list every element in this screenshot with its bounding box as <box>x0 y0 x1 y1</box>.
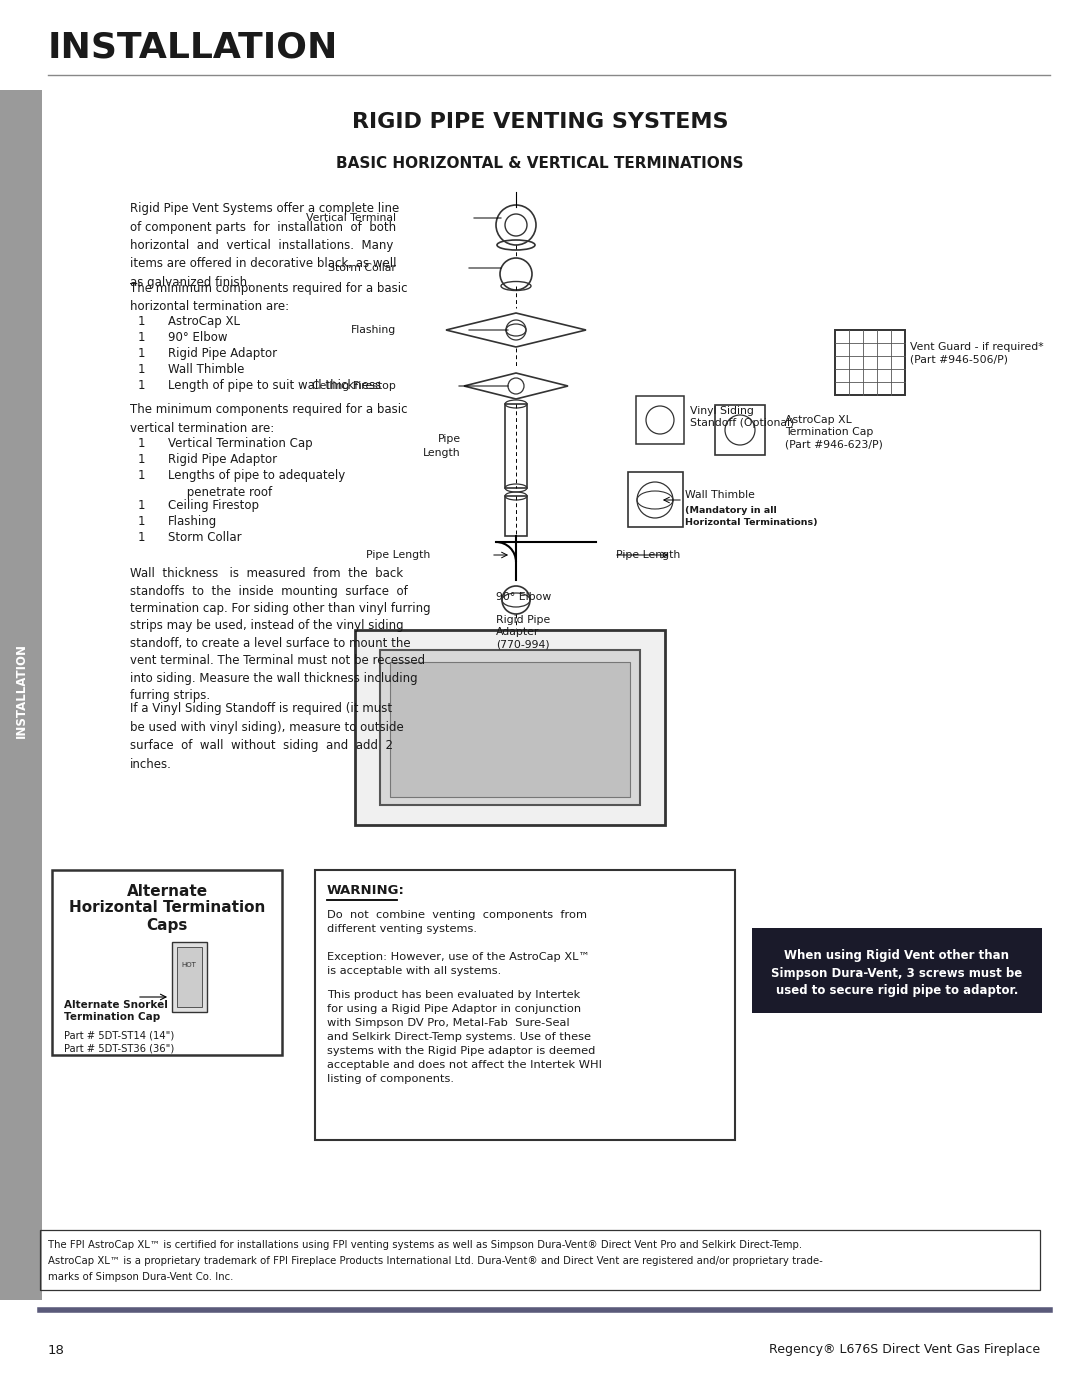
Text: AstroCap XL
Termination Cap
(Part #946-623/P): AstroCap XL Termination Cap (Part #946-6… <box>785 415 882 450</box>
Text: Horizontal Termination: Horizontal Termination <box>69 900 266 915</box>
Bar <box>835 330 905 395</box>
Text: 90° Elbow: 90° Elbow <box>168 331 228 344</box>
Text: 1: 1 <box>138 346 146 360</box>
Text: Ceiling Firestop: Ceiling Firestop <box>312 381 396 391</box>
Bar <box>40 1229 1040 1289</box>
Bar <box>172 942 207 1011</box>
Text: marks of Simpson Dura-Vent Co. Inc.: marks of Simpson Dura-Vent Co. Inc. <box>48 1273 233 1282</box>
Bar <box>315 870 735 1140</box>
Text: BASIC HORIZONTAL & VERTICAL TERMINATIONS: BASIC HORIZONTAL & VERTICAL TERMINATIONS <box>336 155 744 170</box>
Text: 1: 1 <box>138 379 146 393</box>
Text: Vertical Termination Cap: Vertical Termination Cap <box>168 437 312 450</box>
Text: Pipe Length: Pipe Length <box>366 550 430 560</box>
Text: Pipe Length: Pipe Length <box>616 550 680 560</box>
Bar <box>177 947 202 1007</box>
Text: Do  not  combine  venting  components  from
different venting systems.: Do not combine venting components from d… <box>327 909 588 935</box>
Text: Ceiling Firestop: Ceiling Firestop <box>168 499 259 511</box>
Text: WARNING:: WARNING: <box>327 884 405 897</box>
Text: 18: 18 <box>48 1344 65 1356</box>
Bar <box>0 89 42 1301</box>
Text: The minimum components required for a basic
vertical termination are:: The minimum components required for a ba… <box>130 402 407 434</box>
Bar <box>52 870 282 1055</box>
Text: Rigid Pipe Vent Systems offer a complete line
of component parts  for  installat: Rigid Pipe Vent Systems offer a complete… <box>130 203 400 289</box>
Text: Wall Thimble: Wall Thimble <box>685 490 755 500</box>
Text: Exception: However, use of the AstroCap XL™
is acceptable with all systems.: Exception: However, use of the AstroCap … <box>327 951 590 977</box>
Text: 1: 1 <box>138 437 146 450</box>
Text: Rigid Pipe Adaptor: Rigid Pipe Adaptor <box>168 346 278 360</box>
Text: Wall Thimble: Wall Thimble <box>168 363 244 376</box>
Bar <box>636 395 684 444</box>
Text: RIGID PIPE VENTING SYSTEMS: RIGID PIPE VENTING SYSTEMS <box>352 112 728 131</box>
Text: (Mandatory in all: (Mandatory in all <box>685 506 777 515</box>
Text: 90° Elbow: 90° Elbow <box>496 592 551 602</box>
Text: Regency® L676S Direct Vent Gas Fireplace: Regency® L676S Direct Vent Gas Fireplace <box>769 1344 1040 1356</box>
Text: Storm Collar: Storm Collar <box>168 531 242 543</box>
Text: Rigid Pipe Adaptor: Rigid Pipe Adaptor <box>168 453 278 467</box>
Text: 1: 1 <box>138 499 146 511</box>
Text: 1: 1 <box>138 469 146 482</box>
Text: INSTALLATION: INSTALLATION <box>14 643 27 738</box>
Text: Flashing: Flashing <box>168 515 217 528</box>
Text: AstroCap XL: AstroCap XL <box>168 314 240 328</box>
Text: Rigid Pipe
Adapter
(770-994): Rigid Pipe Adapter (770-994) <box>496 615 550 650</box>
Text: 1: 1 <box>138 331 146 344</box>
Bar <box>355 630 665 826</box>
Text: AstroCap XL™ is a proprietary trademark of FPI Fireplace Products International : AstroCap XL™ is a proprietary trademark … <box>48 1256 823 1266</box>
Bar <box>505 404 527 488</box>
Text: 1: 1 <box>138 531 146 543</box>
Text: Lengths of pipe to adequately
     penetrate roof: Lengths of pipe to adequately penetrate … <box>168 469 346 499</box>
Text: Horizontal Terminations): Horizontal Terminations) <box>685 518 818 527</box>
Text: Storm Collar: Storm Collar <box>328 263 396 272</box>
Bar <box>752 928 1042 1013</box>
Text: INSTALLATION: INSTALLATION <box>48 31 338 66</box>
Text: Wall  thickness   is  measured  from  the  back
standoffs  to  the  inside  moun: Wall thickness is measured from the back… <box>130 567 431 703</box>
Text: 1: 1 <box>138 314 146 328</box>
Text: This product has been evaluated by Intertek
for using a Rigid Pipe Adaptor in co: This product has been evaluated by Inter… <box>327 990 602 1084</box>
Text: 1: 1 <box>138 363 146 376</box>
Bar <box>715 405 765 455</box>
Text: HOT: HOT <box>181 963 197 968</box>
Text: Caps: Caps <box>146 918 188 933</box>
Text: If a Vinyl Siding Standoff is required (it must
be used with vinyl siding), meas: If a Vinyl Siding Standoff is required (… <box>130 703 404 771</box>
Bar <box>390 662 630 798</box>
Bar <box>627 472 683 527</box>
Text: Vertical Terminal: Vertical Terminal <box>306 212 396 224</box>
Text: The minimum components required for a basic
horizontal termination are:: The minimum components required for a ba… <box>130 282 407 313</box>
Bar <box>380 650 640 805</box>
Text: Vent Guard - if required*
(Part #946-506/P): Vent Guard - if required* (Part #946-506… <box>910 342 1043 365</box>
Text: Alternate: Alternate <box>126 884 207 900</box>
Text: Length of pipe to suit wall thickness: Length of pipe to suit wall thickness <box>168 379 381 393</box>
Text: 1: 1 <box>138 515 146 528</box>
Text: The FPI AstroCap XL™ is certified for installations using FPI venting systems as: The FPI AstroCap XL™ is certified for in… <box>48 1241 802 1250</box>
Text: Alternate Snorkel
Termination Cap: Alternate Snorkel Termination Cap <box>64 1000 167 1023</box>
Text: Flashing: Flashing <box>351 326 396 335</box>
Text: Vinyl Siding
Standoff (Optional): Vinyl Siding Standoff (Optional) <box>690 407 794 429</box>
Text: Part # 5DT-ST14 (14")
Part # 5DT-ST36 (36"): Part # 5DT-ST14 (14") Part # 5DT-ST36 (3… <box>64 1030 174 1053</box>
Bar <box>505 496 527 536</box>
Text: When using Rigid Vent other than
Simpson Dura-Vent, 3 screws must be
used to sec: When using Rigid Vent other than Simpson… <box>771 949 1023 997</box>
Text: Pipe
Length: Pipe Length <box>423 434 461 458</box>
Text: 1: 1 <box>138 453 146 467</box>
